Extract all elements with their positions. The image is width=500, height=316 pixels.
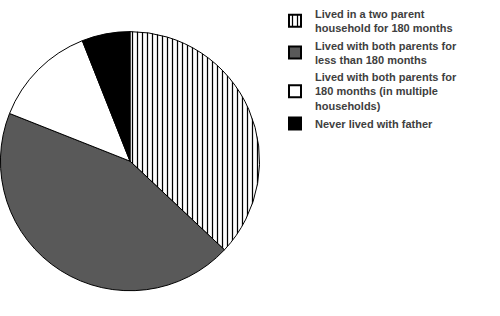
svg-text:Lived with both parents for180: Lived with both parents for180 months (i… (315, 71, 457, 112)
svg-text:Lived in a two parenthousehold: Lived in a two parenthousehold for 180 m… (315, 8, 453, 34)
svg-text:Never lived with father: Never lived with father (315, 118, 433, 130)
svg-text:Lived with both parents forles: Lived with both parents forless than 180… (315, 40, 457, 66)
